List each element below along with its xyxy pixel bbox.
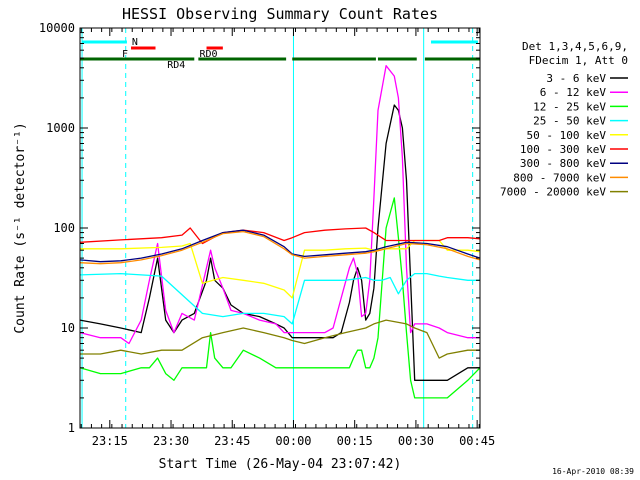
x-tick-label: 23:15 — [92, 434, 128, 448]
series-line — [79, 65, 480, 345]
legend-label: 50 - 100 keV — [527, 129, 607, 142]
x-tick-label: 23:30 — [153, 434, 189, 448]
legend-label: 100 - 300 keV — [520, 143, 606, 156]
legend-label: 6 - 12 keV — [540, 86, 607, 99]
state-bar-label: RD4 — [167, 60, 185, 71]
x-tick-label: 00:45 — [459, 434, 495, 448]
legend-label: 800 - 7000 keV — [513, 171, 606, 184]
legend-header-line-1: Det 1,3,4,5,6,9, — [522, 40, 628, 53]
y-tick-label: 1 — [68, 421, 75, 435]
x-axis-label: Start Time (26-May-04 23:07:42) — [159, 457, 402, 472]
footer-timestamp: 16-Apr-2010 08:39 — [552, 467, 634, 476]
y-axis-label: Count Rate (s⁻¹ detector⁻¹) — [13, 122, 28, 333]
state-bar-label: N — [132, 37, 138, 48]
chart-title: HESSI Observing Summary Count Rates — [122, 5, 438, 23]
plot-area: NF RD0 RD4 — [79, 28, 481, 428]
state-bar-label: F — [122, 49, 128, 60]
series-line — [79, 230, 481, 265]
legend-label: 12 - 25 keV — [533, 100, 606, 113]
x-tick-label: 00:30 — [398, 434, 434, 448]
y-tick-label: 10000 — [39, 21, 75, 35]
x-tick-label: 00:15 — [337, 434, 373, 448]
x-tick-label: 00:00 — [275, 434, 311, 448]
axes: 1 10 100 1000 10000 23:15 23:30 23:45 00:00 00:15… — [39, 21, 495, 448]
y-tick-label: 100 — [53, 221, 75, 235]
legend-header-line-2: FDecim 1, Att 0 — [529, 54, 628, 67]
series-line — [80, 319, 480, 359]
y-tick-label: 10 — [61, 321, 75, 335]
x-tick-label: 23:45 — [214, 434, 250, 448]
legend-label: 25 - 50 keV — [533, 115, 606, 128]
legend-label: 3 - 6 keV — [546, 72, 606, 85]
series-line — [79, 227, 481, 245]
series-line — [79, 272, 480, 325]
legend-label: 7000 - 20000 keV — [500, 186, 606, 199]
y-tick-label: 1000 — [46, 121, 75, 135]
state-bar-label: RD0 — [199, 49, 217, 60]
legend-label: 300 - 800 keV — [520, 157, 606, 170]
